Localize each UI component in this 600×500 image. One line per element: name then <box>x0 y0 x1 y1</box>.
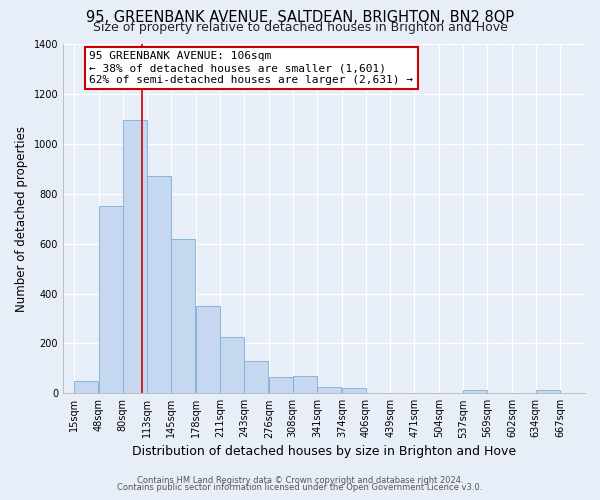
Bar <box>536 390 560 394</box>
Y-axis label: Number of detached properties: Number of detached properties <box>15 126 28 312</box>
Text: Size of property relative to detached houses in Brighton and Hove: Size of property relative to detached ho… <box>92 22 508 35</box>
Bar <box>196 306 220 394</box>
Bar <box>220 337 244 394</box>
X-axis label: Distribution of detached houses by size in Brighton and Hove: Distribution of detached houses by size … <box>132 444 516 458</box>
Text: Contains public sector information licensed under the Open Government Licence v3: Contains public sector information licen… <box>118 484 482 492</box>
Bar <box>171 238 195 394</box>
Bar <box>342 388 366 394</box>
Bar <box>463 390 487 394</box>
Bar <box>148 176 171 394</box>
Text: Contains HM Land Registry data © Crown copyright and database right 2024.: Contains HM Land Registry data © Crown c… <box>137 476 463 485</box>
Bar <box>317 387 341 394</box>
Text: 95 GREENBANK AVENUE: 106sqm
← 38% of detached houses are smaller (1,601)
62% of : 95 GREENBANK AVENUE: 106sqm ← 38% of det… <box>89 52 413 84</box>
Bar <box>122 120 146 394</box>
Bar <box>99 206 122 394</box>
Bar <box>74 381 98 394</box>
Bar <box>244 361 268 394</box>
Bar <box>293 376 317 394</box>
Text: 95, GREENBANK AVENUE, SALTDEAN, BRIGHTON, BN2 8QP: 95, GREENBANK AVENUE, SALTDEAN, BRIGHTON… <box>86 10 514 25</box>
Bar <box>269 377 293 394</box>
